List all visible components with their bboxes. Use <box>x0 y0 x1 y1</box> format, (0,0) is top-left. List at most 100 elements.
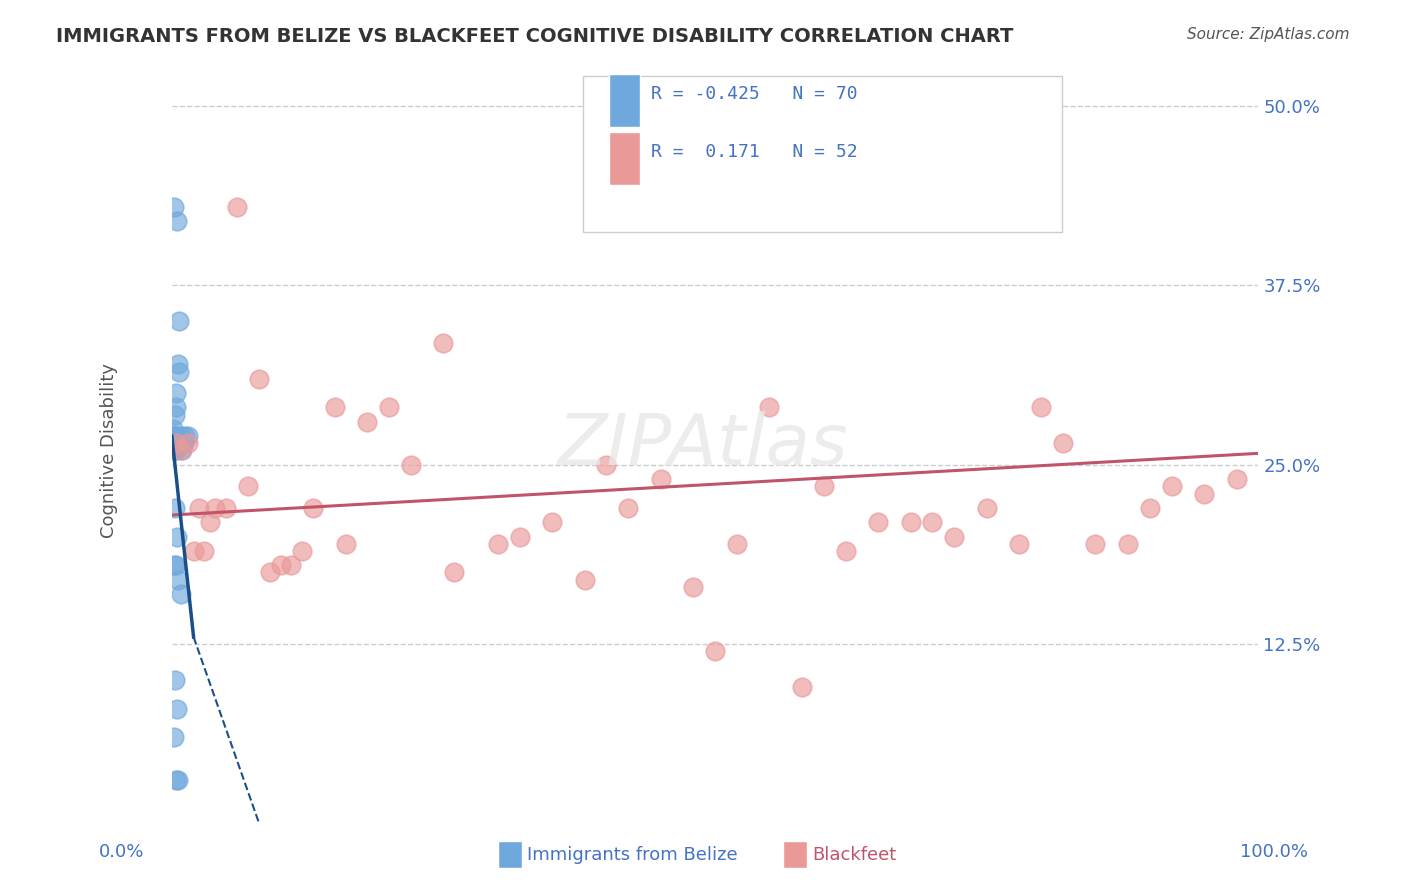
Point <box>165 429 187 443</box>
Point <box>165 773 187 788</box>
Point <box>204 500 226 515</box>
Point <box>1139 500 1161 515</box>
Point <box>165 436 187 450</box>
Point <box>167 436 190 450</box>
Point <box>378 401 401 415</box>
Point <box>198 515 221 529</box>
Point <box>291 544 314 558</box>
Point <box>165 436 187 450</box>
Text: Blackfeet: Blackfeet <box>813 846 897 863</box>
Point <box>1052 436 1074 450</box>
Point <box>617 500 640 515</box>
Point <box>166 214 188 228</box>
Point <box>943 530 966 544</box>
Point <box>163 731 186 745</box>
Point <box>167 357 190 371</box>
Point <box>259 566 281 580</box>
Point <box>167 436 190 450</box>
Text: IMMIGRANTS FROM BELIZE VS BLACKFEET COGNITIVE DISABILITY CORRELATION CHART: IMMIGRANTS FROM BELIZE VS BLACKFEET COGN… <box>56 27 1014 45</box>
Point <box>356 415 378 429</box>
Point <box>1160 479 1182 493</box>
Point <box>163 429 186 443</box>
Point <box>167 773 190 788</box>
Point <box>162 422 184 436</box>
Point <box>509 530 531 544</box>
Point <box>173 429 195 443</box>
Point <box>323 401 346 415</box>
Point <box>169 436 191 450</box>
Point <box>173 436 195 450</box>
Point <box>1084 537 1107 551</box>
Point <box>650 472 672 486</box>
Point <box>167 573 190 587</box>
Point <box>163 436 186 450</box>
Point <box>682 580 704 594</box>
Point <box>163 443 186 458</box>
Point <box>165 436 187 450</box>
Point <box>165 408 187 422</box>
Point <box>163 436 186 450</box>
Point <box>165 500 187 515</box>
Point <box>432 335 454 350</box>
Point <box>169 436 191 450</box>
Point <box>169 436 191 450</box>
Point <box>163 429 186 443</box>
Point <box>758 401 780 415</box>
Point <box>169 365 191 379</box>
Text: R =  0.171   N = 52: R = 0.171 N = 52 <box>651 143 858 161</box>
Point <box>226 200 249 214</box>
Point <box>834 544 856 558</box>
Point <box>166 436 188 450</box>
Text: Source: ZipAtlas.com: Source: ZipAtlas.com <box>1187 27 1350 42</box>
Point <box>163 200 186 214</box>
Point <box>165 436 187 450</box>
Point <box>1029 401 1052 415</box>
Text: Immigrants from Belize: Immigrants from Belize <box>527 846 738 863</box>
Point <box>166 436 188 450</box>
Point <box>170 443 193 458</box>
Point <box>166 436 188 450</box>
Point <box>167 436 190 450</box>
Point <box>1116 537 1139 551</box>
Text: ZIPAtlas: ZIPAtlas <box>558 411 848 481</box>
Point <box>790 680 813 694</box>
Point <box>166 436 188 450</box>
Point <box>193 544 215 558</box>
Point <box>541 515 564 529</box>
Point <box>166 530 188 544</box>
Point <box>169 436 191 450</box>
Point <box>163 436 186 450</box>
Point <box>169 436 191 450</box>
Point <box>169 443 191 458</box>
Point <box>302 500 325 515</box>
Point <box>247 372 270 386</box>
Point <box>163 436 186 450</box>
Point <box>183 544 205 558</box>
Point <box>170 436 193 450</box>
Point <box>177 429 200 443</box>
Point <box>335 537 357 551</box>
Point <box>165 443 187 458</box>
Point <box>169 429 191 443</box>
Point <box>270 558 292 573</box>
Point <box>165 436 187 450</box>
Point <box>574 573 596 587</box>
Text: Cognitive Disability: Cognitive Disability <box>100 363 118 538</box>
Point <box>165 429 187 443</box>
Point <box>163 558 186 573</box>
Point <box>165 436 187 450</box>
Point <box>172 436 194 450</box>
Point <box>162 436 184 450</box>
Point <box>236 479 259 493</box>
Point <box>165 436 187 450</box>
Point <box>704 644 727 658</box>
Point <box>725 537 748 551</box>
Point <box>165 386 187 401</box>
Point <box>443 566 465 580</box>
Point <box>486 537 509 551</box>
Point <box>868 515 890 529</box>
Point <box>166 436 188 450</box>
Text: R = -0.425   N = 70: R = -0.425 N = 70 <box>651 85 858 103</box>
Point <box>166 436 188 450</box>
Point <box>169 314 191 328</box>
